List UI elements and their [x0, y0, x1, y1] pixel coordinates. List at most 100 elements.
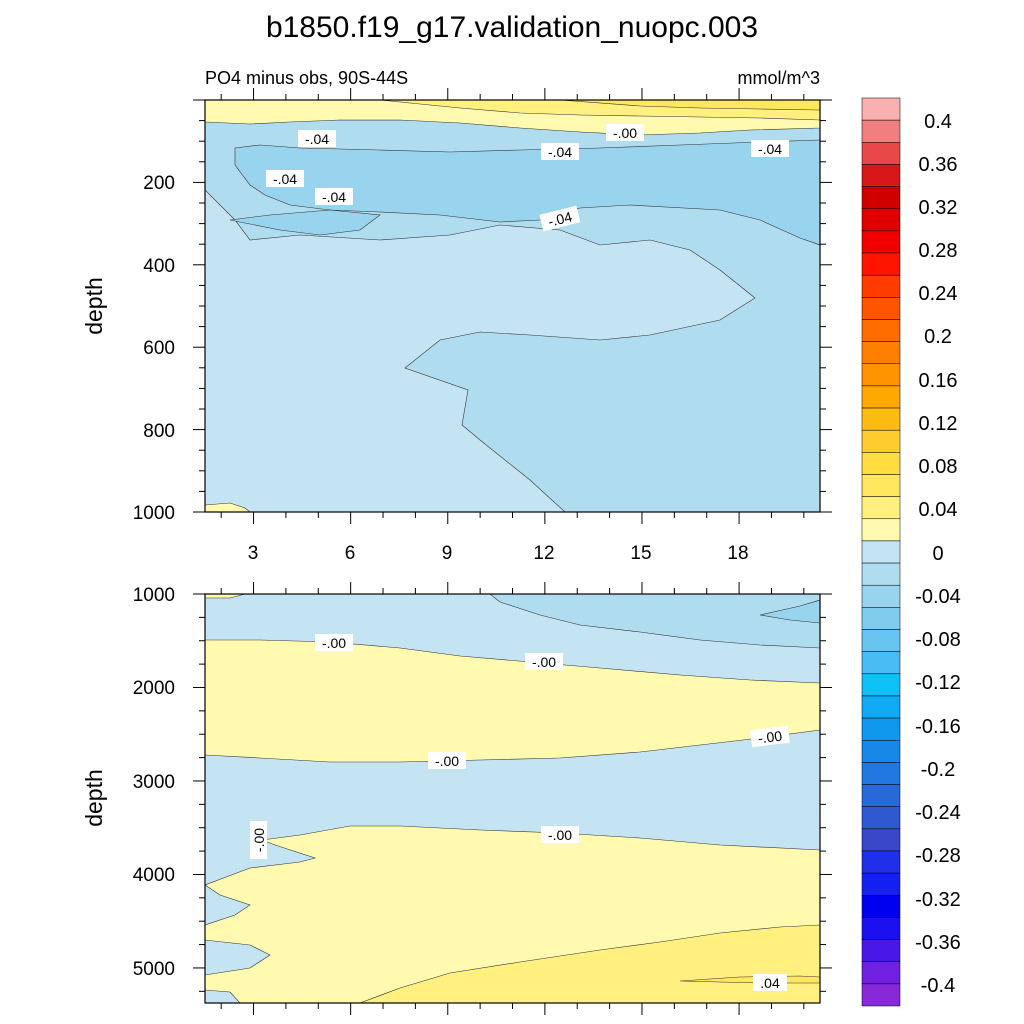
lower-fill-blue-top [489, 594, 820, 649]
colorbar-label: -0.36 [915, 932, 961, 954]
xtick-label: 15 [630, 543, 651, 564]
lower-panel-field [205, 594, 820, 1003]
chart-title: b1850.f19_g17.validation_nuopc.003 [266, 11, 758, 44]
subtitle-right: mmol/m^3 [738, 68, 820, 88]
upper-contour-label: -.04 [539, 205, 581, 232]
colorbar-swatch [861, 828, 901, 852]
upper-axis-ticks [193, 88, 832, 524]
svg-text:-.04: -.04 [322, 189, 346, 205]
svg-text:-.04: -.04 [758, 141, 782, 157]
colorbar-swatch [861, 695, 901, 719]
upper-fill-pale-yellow-bottom [205, 502, 251, 512]
colorbar-swatch [861, 562, 901, 586]
colorbar-swatch [861, 186, 901, 209]
svg-text:-.04: -.04 [546, 208, 573, 229]
lower-fill-yellow-deep [359, 924, 820, 1003]
colorbar-swatch [861, 208, 901, 232]
svg-text:-.00: -.00 [532, 654, 556, 670]
colorbar-labels: 0.4 0.36 0.32 0.28 0.24 0.2 0.16 0.12 0.… [915, 111, 961, 997]
lower-contour-label: .04 [753, 974, 787, 991]
lower-fill-pale-yellow-middle [205, 639, 820, 763]
lower-contour-label: -.00 [525, 653, 563, 670]
colorbar-label: 0.24 [919, 283, 958, 305]
colorbar-label: -0.32 [915, 889, 961, 911]
lower-ylabel: depth [81, 769, 107, 827]
xtick-label: 9 [442, 543, 453, 564]
colorbar-label: -0.12 [915, 672, 961, 694]
colorbar-swatch [861, 429, 901, 453]
colorbar-swatch [861, 230, 901, 254]
colorbar-swatch [861, 717, 901, 741]
colorbar-swatch [861, 806, 901, 830]
upper-contour-label: -.04 [315, 188, 353, 205]
xtick-label: 6 [345, 543, 356, 564]
colorbar-swatch [861, 629, 901, 652]
svg-text:-.04: -.04 [273, 171, 297, 187]
xtick-label: 12 [533, 543, 554, 564]
colorbar-swatch [861, 784, 901, 807]
upper-contour-label: -.04 [266, 170, 304, 187]
upper-ylabel: depth [81, 277, 107, 335]
colorbar-swatch [861, 164, 901, 187]
lower-contour-label: -.00 [750, 725, 790, 748]
lower-ytick-label: 3000 [133, 772, 175, 793]
colorbar-swatch [861, 452, 901, 475]
upper-fill-blue-band [234, 139, 820, 246]
svg-text:-.00: -.00 [251, 828, 267, 852]
colorbar-label: 0.08 [919, 456, 958, 478]
colorbar-swatch [861, 407, 901, 431]
colorbar-swatch [861, 651, 901, 675]
upper-ytick-label: 400 [143, 256, 175, 277]
svg-text:-.00: -.00 [435, 753, 459, 769]
lower-contour-label: -.00 [250, 821, 267, 859]
colorbar-label: -0.16 [915, 716, 961, 738]
upper-contour-label: -.04 [541, 143, 579, 160]
colorbar-label: 0.4 [924, 111, 952, 133]
svg-text:-.00: -.00 [322, 635, 346, 651]
xtick-label: 18 [727, 543, 748, 564]
colorbar-label: -0.28 [915, 845, 961, 867]
colorbar-label: -0.08 [915, 629, 961, 651]
colorbar-label: -0.24 [915, 802, 961, 824]
subtitle-left: PO4 minus obs, 90S-44S [205, 68, 408, 88]
colorbar-swatch [861, 607, 901, 630]
upper-ytick-label: 800 [143, 421, 175, 442]
colorbar-swatch [861, 297, 901, 320]
colorbar-swatch [861, 584, 901, 608]
colorbar-label: 0.04 [919, 499, 958, 521]
colorbar-swatch [861, 673, 901, 697]
colorbar-label: 0.28 [919, 240, 958, 262]
colorbar-swatch [861, 119, 901, 143]
lower-fill-blue-bottom [205, 989, 241, 1003]
lower-ytick-label: 2000 [133, 678, 175, 699]
colorbar-swatch [861, 850, 901, 874]
svg-text:.04: .04 [760, 975, 780, 991]
colorbar-swatch [861, 142, 901, 165]
svg-text:-.04: -.04 [548, 144, 572, 160]
colorbar-swatch [861, 274, 901, 298]
colorbar-swatch [861, 895, 901, 918]
colorbar-swatch [861, 939, 901, 962]
colorbar-label: 0.32 [919, 197, 958, 219]
colorbar-label: -0.04 [915, 586, 961, 608]
lower-contour-label: -.00 [541, 826, 579, 843]
colorbar-swatch [861, 496, 901, 520]
colorbar-swatch [861, 363, 901, 387]
lower-fill-pale-yellow-top [205, 594, 246, 599]
upper-contour-label: -.04 [751, 140, 789, 157]
lower-contour-label: -.00 [428, 752, 466, 769]
colorbar [861, 97, 901, 1007]
svg-text:-.04: -.04 [305, 131, 329, 147]
colorbar-swatch [861, 739, 901, 763]
upper-ytick-label: 200 [143, 173, 175, 194]
svg-text:-.00: -.00 [757, 728, 783, 747]
colorbar-swatch [861, 385, 901, 409]
colorbar-swatch [861, 518, 901, 542]
colorbar-swatch [861, 319, 901, 342]
xtick-label: 3 [248, 543, 259, 564]
colorbar-label: 0.2 [924, 326, 952, 348]
lower-ytick-label: 4000 [133, 865, 175, 886]
colorbar-swatch [861, 917, 901, 940]
colorbar-label: 0.36 [919, 154, 958, 176]
